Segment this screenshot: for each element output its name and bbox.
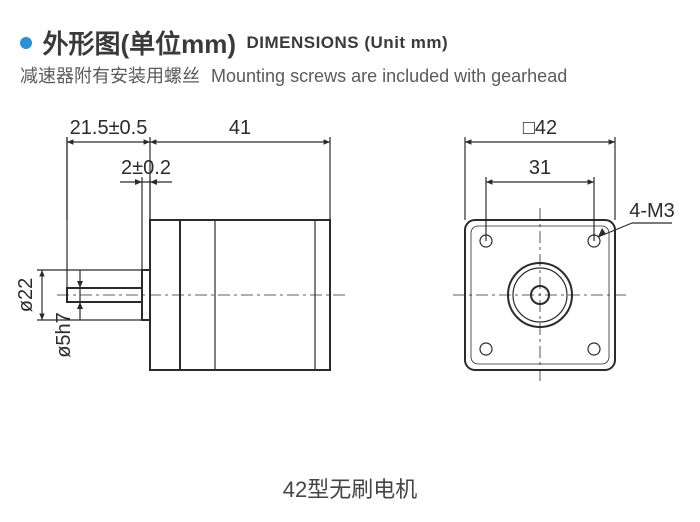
header: 外形图(单位mm) DIMENSIONS (Unit mm): [20, 24, 448, 61]
svg-text:31: 31: [529, 157, 551, 179]
svg-text:□42: □42: [523, 117, 557, 139]
svg-text:4-M3: 4-M3: [629, 200, 675, 222]
svg-text:21.5±0.5: 21.5±0.5: [70, 117, 148, 139]
svg-text:ø22: ø22: [15, 278, 37, 312]
svg-text:41: 41: [229, 117, 251, 139]
tech-drawing: 21.5±0.5 41 2±0.2 ø22 ø5h7 □42 31 4-M3: [0, 110, 700, 450]
caption: 42型无刷电机: [0, 472, 700, 504]
title-cn: 外形图(单位mm): [42, 29, 236, 59]
bullet-icon: [20, 37, 32, 49]
subtitle-cn: 减速器附有安装用螺丝: [20, 66, 200, 86]
subtitle-en: Mounting screws are included with gearhe…: [211, 66, 567, 86]
subtitle: 减速器附有安装用螺丝 Mounting screws are included …: [20, 62, 567, 88]
svg-text:2±0.2: 2±0.2: [121, 157, 171, 179]
title-en: DIMENSIONS (Unit mm): [246, 33, 448, 52]
svg-text:ø5h7: ø5h7: [53, 312, 75, 358]
